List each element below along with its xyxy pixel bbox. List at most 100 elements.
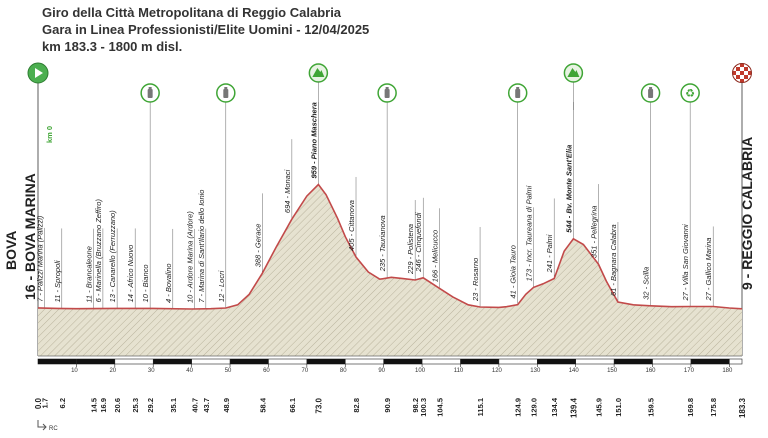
- waypoint-name-label: 61 - Bagnara Calabra: [609, 224, 618, 296]
- waypoint-labels: 0.0 183.3 7 - Palizzi Marina (Palizzi) 1.7 1…: [34, 102, 747, 418]
- waypoint-km-label: 1.7: [41, 398, 50, 408]
- waypoint-name-label: 166 - Melicucco: [430, 230, 439, 283]
- race-title: Giro della Città Metropolitana di Reggio…: [42, 5, 342, 20]
- waypoint-icons: ♻: [27, 62, 752, 110]
- waypoint-name-label: 14 - Africo Nuovo: [126, 245, 135, 303]
- scale-tick-label: 10: [71, 368, 78, 374]
- waypoint-name-label: 7 - Marina di Sant'Ilario dello Ionio: [197, 190, 206, 303]
- footer-rc-label: RC: [49, 426, 58, 432]
- scale-segment: [76, 359, 115, 364]
- scale-segment: [460, 359, 499, 364]
- waypoint-km-label: 151.0: [614, 398, 623, 417]
- waypoint-name-label: 241 - Palmi: [545, 234, 554, 273]
- bottle-glyph: [384, 89, 390, 98]
- waypoint-name-label: 11 - Brancaleone: [85, 246, 94, 303]
- waypoint-km-label: 29.2: [146, 398, 155, 413]
- scale-segment: [38, 359, 77, 364]
- waypoint-name-label: 11 - Spropoli: [53, 260, 62, 302]
- scale-segment: [614, 359, 653, 364]
- scale-tick-label: 170: [684, 368, 695, 374]
- waypoint-name-label: 351 - Pellegrina: [589, 206, 598, 259]
- waypoint-km-label: 58.4: [258, 397, 267, 412]
- km-label-finish: 183.3: [738, 397, 747, 418]
- km-zero-label: km 0: [45, 126, 54, 143]
- waypoint-km-label: 124.9: [514, 398, 523, 417]
- scale-tick-label: 160: [646, 368, 657, 374]
- waypoint-name-label: 544 - Bv. Monte Sant'Elia: [564, 145, 573, 233]
- waypoint-km-label: 40.7: [190, 398, 199, 413]
- waypoint-name-label: 229 - Polistena: [406, 224, 415, 275]
- waypoint-km-label: 175.8: [709, 398, 718, 417]
- flag-square: [736, 75, 740, 79]
- flag-square: [736, 67, 740, 71]
- scale-tick-label: 150: [607, 368, 618, 374]
- scale-segment: [537, 359, 576, 364]
- waypoint-name-label: 41 - Gioia Tauro: [509, 245, 518, 299]
- scale-tick-label: 90: [378, 368, 385, 374]
- waypoint-name-label: 12 - Locri: [217, 270, 226, 302]
- scale-tick-label: 110: [454, 368, 464, 374]
- flag-square: [744, 67, 748, 71]
- waypoint-name-label: 694 - Monaci: [283, 169, 292, 213]
- waypoint-km-label: 43.7: [202, 398, 211, 413]
- waypoint-name-label: 959 - Piano Maschera: [309, 102, 318, 178]
- bottle-glyph: [648, 89, 654, 98]
- flag-square: [744, 75, 748, 79]
- bottle-cap: [385, 87, 389, 89]
- scale-tick-label: 100: [415, 368, 426, 374]
- waypoint-km-label: 139.4: [569, 397, 578, 418]
- bottle-glyph: [147, 89, 153, 98]
- start-label-top: BOVA: [3, 231, 19, 270]
- scale-segment: [230, 359, 269, 364]
- waypoint-name-label: 32 - Scilla: [642, 267, 651, 300]
- title-block: Giro della Città Metropolitana di Reggio…: [42, 4, 369, 55]
- start-finish: BOVA 16 - BOVA MARINA km 0 9 - REGGIO CA…: [3, 126, 755, 300]
- waypoint-km-label: 25.3: [131, 398, 140, 413]
- flag-square: [740, 63, 744, 67]
- flag-square: [748, 71, 752, 75]
- scale-segment: [153, 359, 192, 364]
- bottle-cap: [516, 87, 520, 89]
- waypoint-km-label: 82.8: [352, 398, 361, 413]
- flag-square: [732, 71, 736, 75]
- waypoint-name-label: 23 - Rosarno: [471, 258, 480, 302]
- waypoint-km-label: 90.9: [383, 398, 392, 413]
- waypoint-name-label: 27 - Villa San Giovanni: [681, 224, 690, 301]
- waypoint-name-label: 7 - Palizzi Marina (Palizzi): [36, 215, 45, 302]
- waypoint-km-label: 6.2: [58, 398, 67, 408]
- finish-label: 9 - REGGIO CALABRIA: [739, 137, 755, 290]
- scale-tick-label: 140: [569, 368, 580, 374]
- scale-tick-label: 120: [492, 368, 503, 374]
- race-subtitle: Gara in Linea Professionisti/Elite Uomin…: [42, 22, 370, 37]
- scale-tick-label: 30: [148, 368, 155, 374]
- waypoint-km-label: 66.1: [288, 398, 297, 413]
- race-distance: km 183.3 - 1800 m disl.: [42, 39, 183, 54]
- waypoint-km-label: 20.6: [113, 398, 122, 413]
- waypoint-name-label: 27 - Gallico Marina: [704, 238, 713, 302]
- waypoint-name-label: 388 - Gerace: [253, 224, 262, 268]
- scale-tick-label: 50: [225, 368, 232, 374]
- bottle-cap: [649, 87, 653, 89]
- waypoint-name-label: 6 - Marinella (Bruzzano Zeffiro): [94, 199, 103, 303]
- flag-square: [740, 79, 744, 83]
- bottle-glyph: [515, 89, 521, 98]
- scale-tick-label: 80: [340, 368, 347, 374]
- waypoint-name-label: 13 - Canarello (Ferruzzano): [108, 210, 117, 303]
- waypoint-km-label: 169.8: [686, 398, 695, 417]
- waypoint-km-label: 16.9: [99, 398, 108, 413]
- bottle-glyph: [223, 89, 229, 98]
- waypoint-km-label: 129.0: [530, 398, 539, 417]
- waypoint-km-label: 35.1: [169, 398, 178, 413]
- flag-square: [740, 71, 744, 75]
- footer-note: RC: [37, 420, 58, 432]
- scale-tick-label: 20: [109, 368, 116, 374]
- scale-tick-label: 180: [722, 368, 733, 374]
- profile-area: [37, 183, 743, 357]
- waypoint-km-label: 14.5: [90, 398, 99, 413]
- scale-tick-label: 130: [530, 368, 541, 374]
- km-scale-bar: 10 20 30 40 50 60 70 80 90 100 110 120 130 140 150 160 1…: [37, 358, 743, 374]
- recycle-glyph: ♻: [685, 87, 695, 100]
- waypoint-km-label: 134.4: [550, 397, 559, 417]
- waypoint-km-label: 145.9: [594, 398, 603, 417]
